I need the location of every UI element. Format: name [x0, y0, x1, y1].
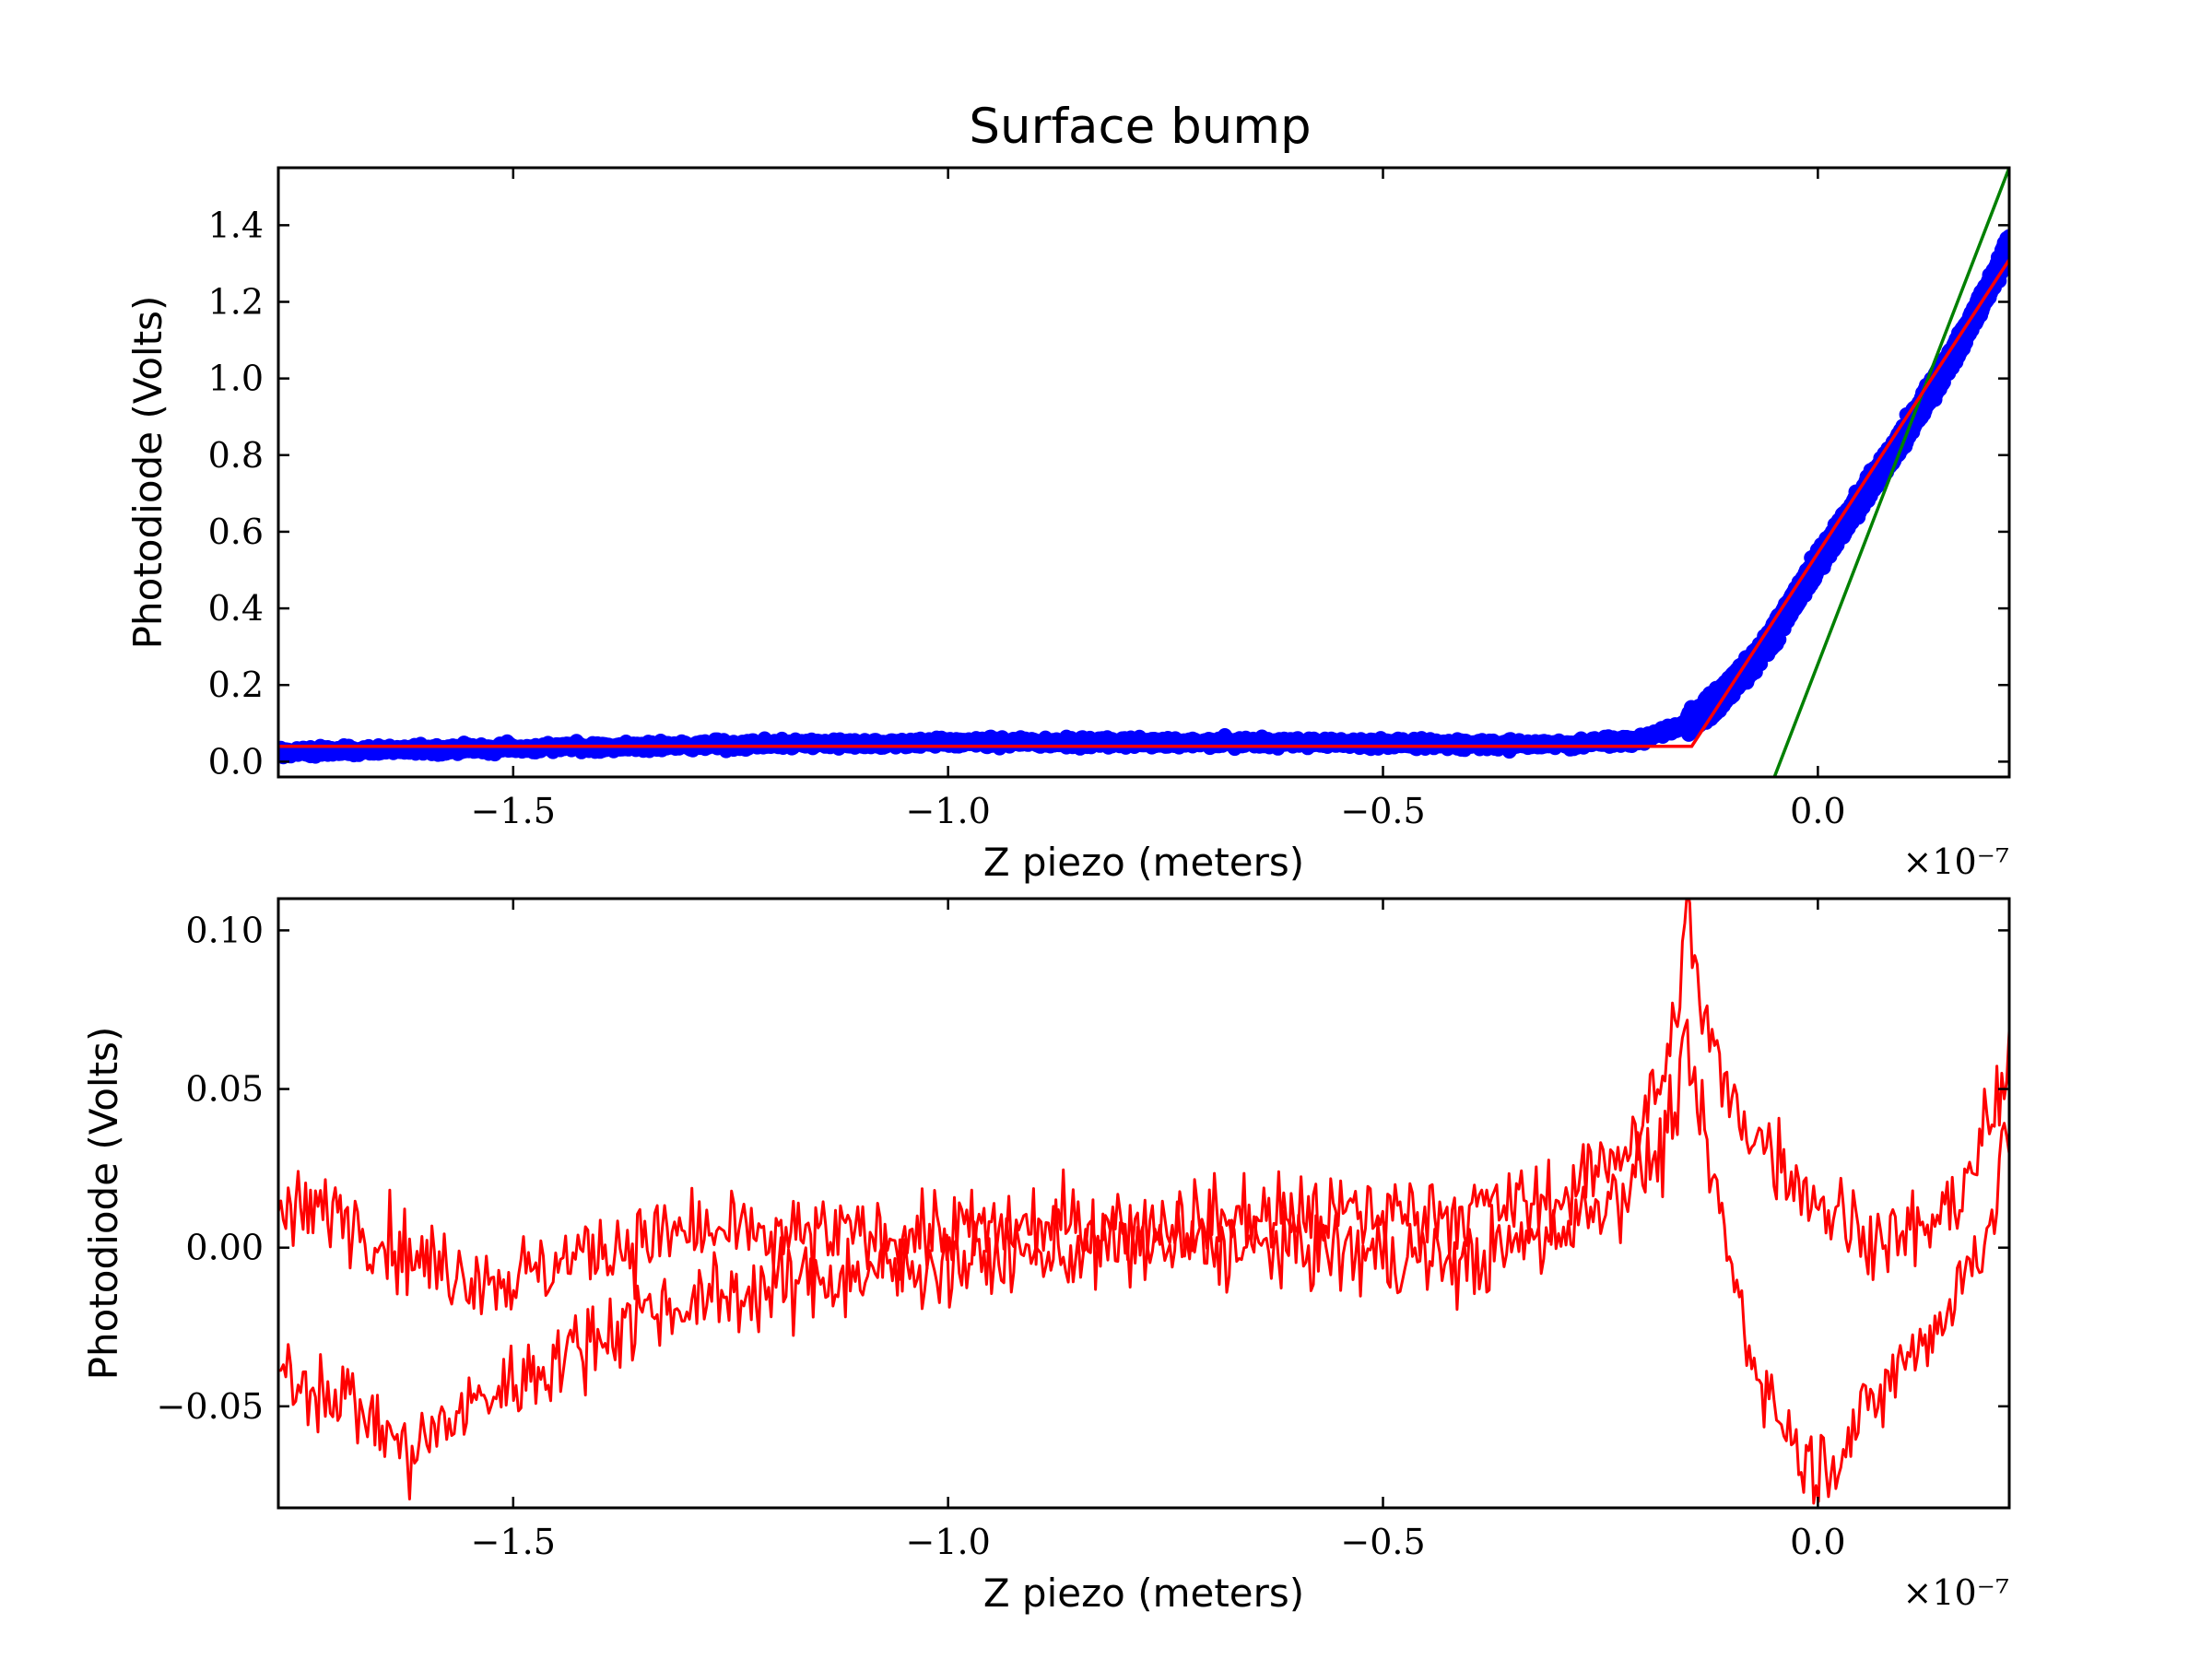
x-tick-label: 0.0 [1790, 791, 1845, 831]
chart-panel-top: −1.5 −1.0 −0.5 0.0 0.0 0.2 0.4 0.6 0.8 1.0 1.2 1.4 Z… [125, 166, 2011, 885]
series-line-0 [278, 899, 2009, 1315]
plot-area [278, 168, 2009, 777]
y-tick-label: 0.05 [185, 1069, 264, 1110]
x-tick-label: 0.0 [1790, 1522, 1845, 1562]
plot-area [278, 899, 2009, 1505]
x-multiplier-label: ×10⁻⁷ [1903, 841, 2009, 882]
plot-frame [276, 897, 2011, 1510]
y-tick-label: 0.4 [208, 588, 264, 629]
series-line-1 [278, 1018, 2009, 1505]
fit-line-red [278, 258, 2009, 748]
data-point [2002, 243, 2009, 259]
y-tick-label: 1.4 [208, 205, 264, 245]
y-tick-label: 0.10 [185, 910, 264, 950]
y-tick-label: 0.2 [208, 665, 264, 705]
x-tick-label: −1.5 [471, 791, 556, 831]
y-tick-label: −0.05 [157, 1386, 264, 1427]
y-tick-label: 0.6 [208, 512, 264, 552]
y-tick-label: 0.00 [185, 1228, 264, 1268]
y-axis-label: Photodiode (Volts) [81, 1027, 126, 1381]
data-point [2002, 229, 2009, 244]
x-tick-label: −1.0 [906, 791, 991, 831]
plot-frame [276, 166, 2011, 779]
x-axis-label: Z piezo (meters) [983, 840, 1304, 885]
fit-line-green [1772, 168, 2009, 777]
x-tick-label: −1.0 [906, 1522, 991, 1562]
y-tick-label: 1.2 [208, 282, 264, 323]
x-tick-label: −0.5 [1340, 791, 1425, 831]
x-tick-label: −0.5 [1340, 1522, 1425, 1562]
y-tick-label: 0.0 [208, 741, 264, 782]
x-axis-label: Z piezo (meters) [983, 1571, 1304, 1616]
x-tick-label: −1.5 [471, 1522, 556, 1562]
y-axis-label: Photodiode (Volts) [125, 296, 171, 650]
y-tick-label: 1.0 [208, 359, 264, 399]
x-multiplier-label: ×10⁻⁷ [1903, 1572, 2009, 1613]
y-tick-label: 0.8 [208, 435, 264, 476]
chart-panel-bottom: −1.5 −1.0 −0.5 0.0 −0.05 0.00 0.05 0.10 Z piezo … [81, 897, 2011, 1616]
chart-title: Surface bump [969, 99, 1311, 155]
